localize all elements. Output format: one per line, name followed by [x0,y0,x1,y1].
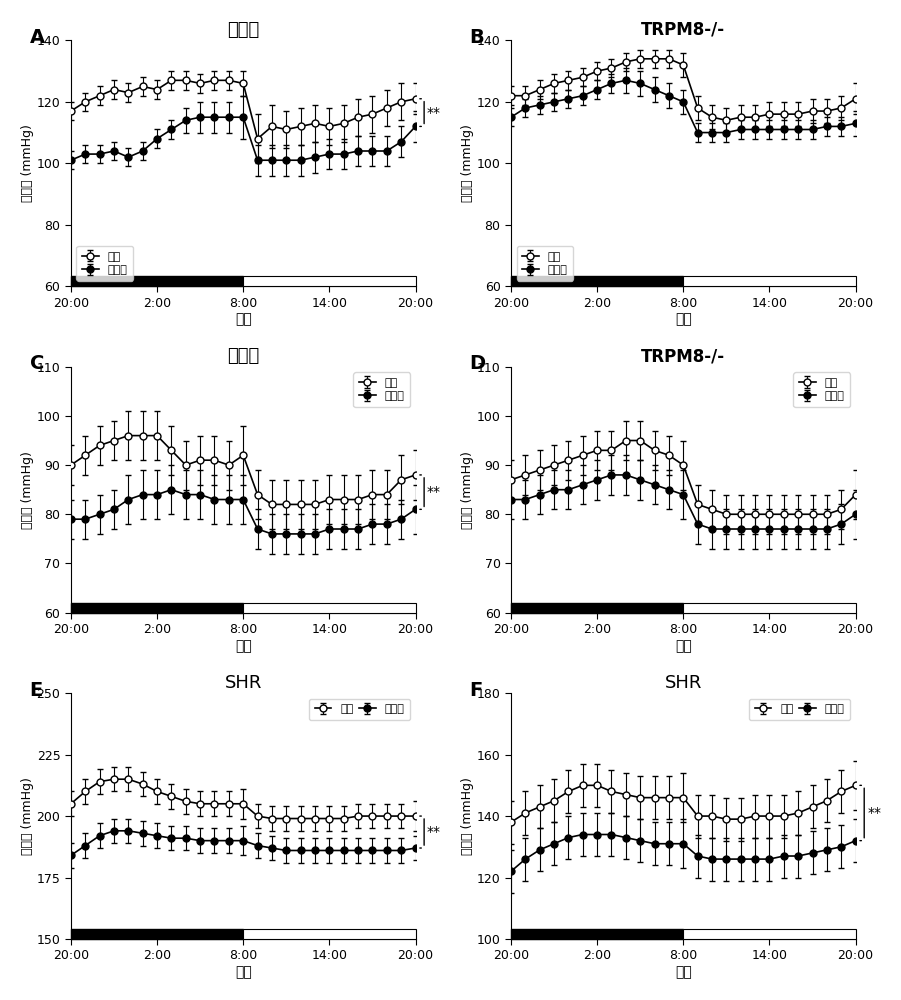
Text: E: E [30,681,43,700]
Bar [511,929,683,939]
Bar [511,603,683,613]
X-axis label: 时间: 时间 [235,312,251,326]
Legend: 对照, 薄荷醇: 对照, 薄荷醇 [353,372,410,407]
Y-axis label: 舒张压 (mmHg): 舒张压 (mmHg) [461,777,474,855]
Title: SHR: SHR [224,674,262,692]
Text: C: C [30,354,44,373]
Bar [71,276,243,286]
Text: F: F [469,681,483,700]
Text: D: D [469,354,486,373]
Y-axis label: 舒张压 (mmHg): 舒张压 (mmHg) [21,451,34,529]
Title: TRPM8-/-: TRPM8-/- [642,21,725,39]
Text: A: A [30,28,45,47]
X-axis label: 时间: 时间 [675,965,692,979]
Text: **: ** [867,806,881,820]
Bar [683,929,856,939]
Legend: 对照, 薄荷醇: 对照, 薄荷醇 [516,246,573,281]
Bar [243,603,415,613]
Title: 野生型: 野生型 [227,347,259,365]
Legend: 对照, 薄荷醇: 对照, 薄荷醇 [309,699,410,720]
Title: SHR: SHR [665,674,702,692]
Y-axis label: 收缩压 (mmHg): 收缩压 (mmHg) [21,124,34,202]
X-axis label: 时间: 时间 [235,965,251,979]
Bar [243,929,415,939]
Title: TRPM8-/-: TRPM8-/- [642,347,725,365]
X-axis label: 时间: 时间 [235,639,251,653]
Bar [71,929,243,939]
Text: **: ** [427,106,441,120]
Y-axis label: 收缩压 (mmHg): 收缩压 (mmHg) [21,777,34,855]
Text: **: ** [427,825,441,839]
Y-axis label: 舒张压 (mmHg): 舒张压 (mmHg) [461,451,474,529]
Legend: 对照, 薄荷醇: 对照, 薄荷醇 [749,699,850,720]
Bar [683,603,856,613]
Legend: 对照, 薄荷醇: 对照, 薄荷醇 [794,372,850,407]
Title: 野生型: 野生型 [227,21,259,39]
X-axis label: 时间: 时间 [675,639,692,653]
Bar [71,603,243,613]
Bar [683,276,856,286]
Y-axis label: 收缩压 (mmHg): 收缩压 (mmHg) [461,124,474,202]
Legend: 对照, 薄荷醇: 对照, 薄荷醇 [77,246,133,281]
Text: B: B [469,28,485,47]
Text: **: ** [427,485,441,499]
X-axis label: 时间: 时间 [675,312,692,326]
Bar [511,276,683,286]
Bar [243,276,415,286]
